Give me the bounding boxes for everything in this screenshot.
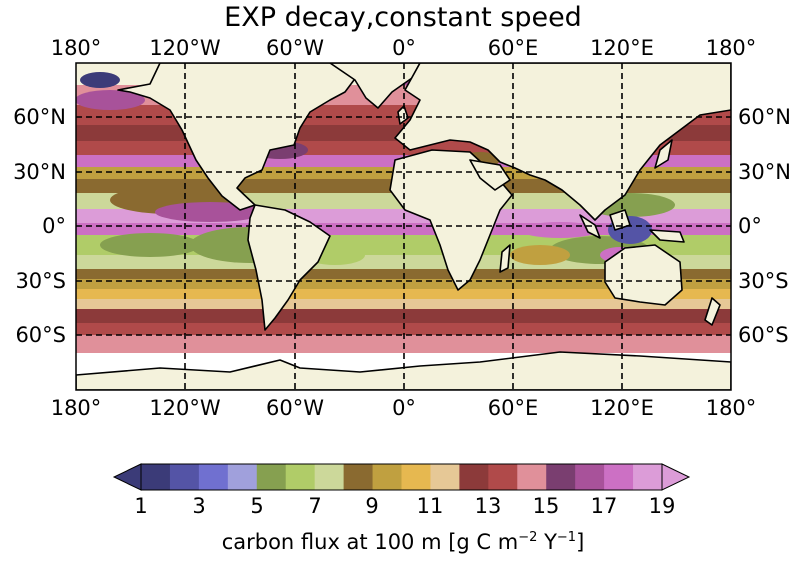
lon-label-bottom-180w: 180° [50, 396, 102, 420]
lon-label-top-60e: 60°E [487, 36, 539, 60]
land-south-america [247, 204, 331, 331]
lat-label-right-30n: 30°N [738, 160, 791, 184]
lat-label-left-eq: 0° [42, 214, 66, 238]
lat-label-left-60n: 60°N [13, 105, 66, 129]
colorbar-swatch-7 [343, 464, 374, 490]
colorbar-swatch-0 [141, 464, 171, 490]
colorbar-extend-max [661, 463, 691, 491]
lat-label-left-30n: 30°N [13, 160, 66, 184]
lat-label-right-30s: 30°S [738, 269, 789, 293]
lon-label-bottom-180e: 180° [705, 396, 757, 420]
colorbar-swatch-5 [285, 464, 316, 490]
colorbar-frame [140, 463, 663, 491]
colorbar-tick-11: 11 [416, 494, 444, 518]
lon-label-top-180w: 180° [50, 36, 102, 60]
lat-label-right-60n: 60°N [738, 105, 791, 129]
colorbar-tick-13: 13 [474, 494, 502, 518]
land-uk [397, 105, 409, 125]
land-australia [604, 244, 683, 306]
lat-label-left-30s: 30°S [15, 269, 66, 293]
continents [76, 63, 731, 390]
colorbar-swatch-6 [314, 464, 345, 490]
lon-label-top-180e: 180° [705, 36, 757, 60]
lon-label-top-0: 0° [392, 36, 416, 60]
lon-label-bottom-60e: 60°E [487, 396, 539, 420]
colorbar-tick-9: 9 [365, 494, 379, 518]
map-title: EXP decay,constant speed [224, 2, 582, 33]
lon-label-top-120w: 120°W [149, 36, 221, 60]
land-antarctica [76, 351, 731, 390]
land-madagascar [499, 244, 511, 273]
colorbar-tick-17: 17 [590, 494, 618, 518]
colorbar-tick-19: 19 [648, 494, 676, 518]
colorbar-swatch-14 [546, 464, 576, 490]
lon-label-bottom-60w: 60°W [266, 396, 324, 420]
colorbar-tick-15: 15 [532, 494, 560, 518]
colorbar-swatch-17 [633, 464, 663, 490]
lat-label-left-60s: 60°S [15, 323, 66, 347]
lon-label-bottom-0: 0° [392, 396, 416, 420]
colorbar [112, 463, 691, 491]
graticule [76, 63, 731, 390]
lat-label-right-eq: 0° [738, 214, 762, 238]
colorbar-swatch-4 [256, 464, 287, 490]
land-japan [654, 139, 673, 169]
colorbar-tick-7: 7 [308, 494, 322, 518]
colorbar-tick-3: 3 [192, 494, 206, 518]
land-north-america [117, 63, 361, 211]
colorbar-swatch-11 [459, 464, 489, 490]
lat-label-right-60s: 60°S [738, 323, 789, 347]
colorbar-extend-min [112, 463, 142, 491]
colorbar-swatch-3 [227, 464, 258, 490]
lon-label-top-60w: 60°W [266, 36, 324, 60]
colorbar-label: carbon flux at 100 m [g C m−2 Y−1] [221, 530, 585, 554]
lon-label-bottom-120e: 120°E [590, 396, 654, 420]
land-eurasia [394, 63, 731, 221]
colorbar-swatch-8 [372, 464, 402, 490]
lon-label-bottom-120w: 120°W [149, 396, 221, 420]
colorbar-swatch-1 [169, 464, 200, 490]
colorbar-tick-5: 5 [250, 494, 264, 518]
colorbar-swatch-12 [488, 464, 518, 490]
colorbar-swatch-13 [517, 464, 547, 490]
colorbar-tick-1: 1 [134, 494, 148, 518]
map-frame [75, 62, 732, 391]
land-new-guinea [649, 229, 685, 243]
colorbar-swatch-2 [198, 464, 229, 490]
colorbar-swatch-15 [575, 464, 605, 490]
land-new-zealand [704, 297, 721, 326]
lon-label-top-120e: 120°E [590, 36, 654, 60]
land-borneo [609, 209, 631, 231]
colorbar-swatch-10 [430, 464, 460, 490]
land-arabia [469, 159, 511, 191]
colorbar-swatch-16 [604, 464, 634, 490]
colorbar-swatch-9 [401, 464, 431, 490]
